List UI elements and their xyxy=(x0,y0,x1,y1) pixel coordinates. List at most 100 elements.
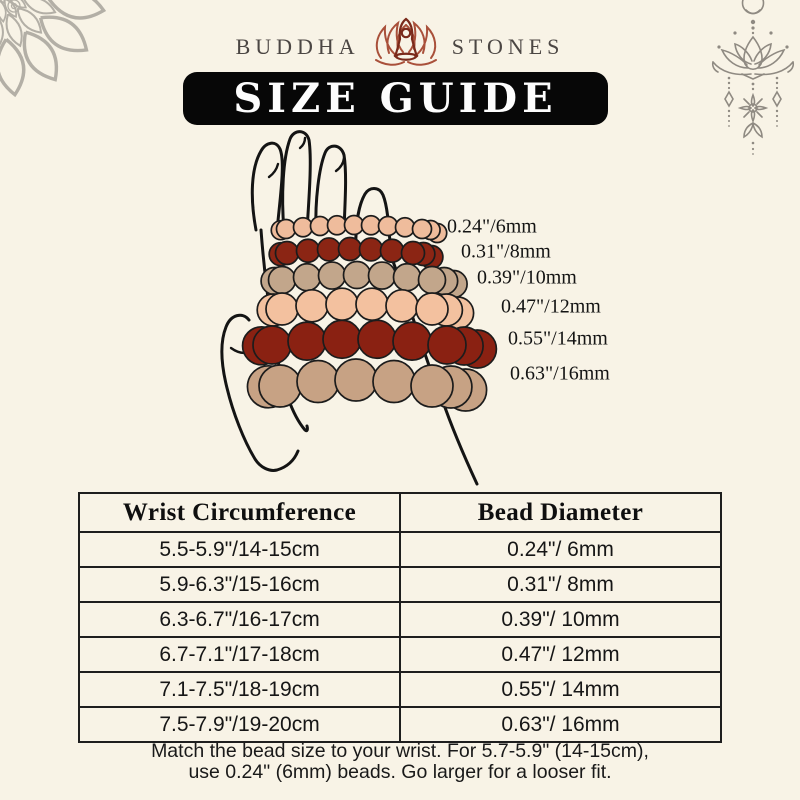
brand-word-left: BUDDHA xyxy=(235,34,360,59)
bead xyxy=(316,237,342,262)
mandala-center xyxy=(10,2,18,10)
bead xyxy=(317,261,347,290)
mandala-petal xyxy=(3,0,17,19)
mandala-petal xyxy=(47,0,107,20)
mandala-petal xyxy=(23,0,57,15)
bead-cell: 0.31"/ 8mm xyxy=(399,566,722,603)
bead xyxy=(377,215,399,237)
bead xyxy=(410,364,454,408)
mandala-petal xyxy=(16,7,43,34)
size-table-row: 6.7-7.1"/17-18cm 0.47"/ 12mm xyxy=(78,636,722,673)
bead xyxy=(357,319,397,360)
wrist-cell: 7.1-7.5"/18-19cm xyxy=(78,671,401,708)
star-flower-icon xyxy=(737,92,769,124)
bead xyxy=(295,238,321,264)
bead-size-label-8mm: 0.31"/8mm xyxy=(461,240,551,263)
mandala-petal xyxy=(38,15,89,53)
size-table-row: 7.1-7.5"/18-19cm 0.55"/ 14mm xyxy=(78,671,722,708)
bracelet-stack xyxy=(241,214,498,412)
bead-size-label-14mm: 0.55"/14mm xyxy=(508,327,608,350)
mandala-petal xyxy=(0,38,26,98)
mandala-petal xyxy=(0,18,4,46)
bead xyxy=(334,358,378,402)
banner-title: SIZE GUIDE xyxy=(233,75,558,122)
mandala-petal xyxy=(22,30,58,82)
wrist-cell: 5.9-6.3"/15-16cm xyxy=(78,566,401,603)
bracelet-row-16mm xyxy=(246,358,488,412)
bracelet-row-8mm xyxy=(268,236,444,270)
wrist-cell: 6.7-7.1"/17-18cm xyxy=(78,636,401,673)
ornament-lines xyxy=(711,0,795,139)
bead xyxy=(325,287,359,322)
footnote-line-2: use 0.24" (6mm) beads. Go larger for a l… xyxy=(188,760,612,783)
size-guide-banner: SIZE GUIDE xyxy=(183,72,608,125)
bead xyxy=(415,292,449,326)
mandala-center xyxy=(7,0,21,13)
bracelet-row-6mm xyxy=(270,214,448,244)
bracelet-row-14mm xyxy=(241,319,498,369)
bead xyxy=(417,265,447,295)
mandala-petal xyxy=(5,13,23,48)
bracelet-row-12mm xyxy=(256,287,475,330)
bracelet-row-10mm xyxy=(260,260,468,299)
crescent-icon xyxy=(745,9,761,15)
bead xyxy=(427,325,467,365)
diamond-charm-icon xyxy=(772,90,782,108)
wrist-cell: 6.3-6.7"/16-17cm xyxy=(78,601,401,638)
wrist-cell: 5.5-5.9"/14-15cm xyxy=(78,531,401,568)
bead-cell: 0.47"/ 12mm xyxy=(399,636,722,673)
bead xyxy=(292,262,322,292)
wrist-circumference-header: Wrist Circumference xyxy=(78,492,401,533)
bead xyxy=(265,292,299,326)
bead-size-label-10mm: 0.39"/10mm xyxy=(477,266,577,289)
mandala-petal xyxy=(0,0,5,5)
diamond-charm-icon xyxy=(724,90,734,108)
bead xyxy=(379,238,405,264)
bead-cell: 0.24"/ 6mm xyxy=(399,531,722,568)
mandala-petal xyxy=(9,0,28,9)
bead xyxy=(367,261,397,290)
footnote: Match the bead size to your wrist. For 5… xyxy=(0,741,800,782)
brand-word-right: STONES xyxy=(451,34,565,59)
ornament-dots xyxy=(717,19,789,155)
bead xyxy=(355,287,389,322)
bead xyxy=(343,214,365,236)
lotus-meditation-icon xyxy=(374,17,437,66)
bead xyxy=(392,321,432,362)
bead xyxy=(295,288,329,323)
bead xyxy=(385,288,419,323)
bead xyxy=(411,218,433,240)
bead xyxy=(360,214,382,236)
bead-diameter-header: Bead Diameter xyxy=(399,492,722,533)
size-table-row: 5.5-5.9"/14-15cm 0.24"/ 6mm xyxy=(78,531,722,568)
bead xyxy=(287,321,327,362)
bead xyxy=(326,214,348,236)
bead xyxy=(392,262,422,292)
bead xyxy=(358,237,384,262)
bead xyxy=(292,216,314,238)
bead xyxy=(275,218,297,240)
bead xyxy=(252,325,292,365)
bead-size-label-16mm: 0.63"/16mm xyxy=(510,362,610,385)
bead-size-label-12mm: 0.47"/12mm xyxy=(501,295,601,318)
bead xyxy=(274,240,300,266)
bead-cell: 0.63"/ 16mm xyxy=(399,706,722,743)
bead-cell: 0.55"/ 14mm xyxy=(399,671,722,708)
bead xyxy=(400,240,426,266)
size-table-row: 7.5-7.9"/19-20cm 0.63"/ 16mm xyxy=(78,706,722,743)
leaf-sprig-icon xyxy=(743,122,763,139)
bead-cell: 0.39"/ 10mm xyxy=(399,601,722,638)
footnote-line-1: Match the bead size to your wrist. For 5… xyxy=(151,740,649,762)
brand-header: BUDDHA STONES xyxy=(0,12,800,70)
bead xyxy=(309,215,331,237)
size-table-row: 6.3-6.7"/16-17cm 0.39"/ 10mm xyxy=(78,601,722,638)
bead xyxy=(322,319,362,360)
bead xyxy=(258,364,302,408)
bead xyxy=(394,216,416,238)
size-table: Wrist Circumference Bead Diameter 5.5-5.… xyxy=(78,492,722,743)
mandala-petal xyxy=(0,0,7,23)
